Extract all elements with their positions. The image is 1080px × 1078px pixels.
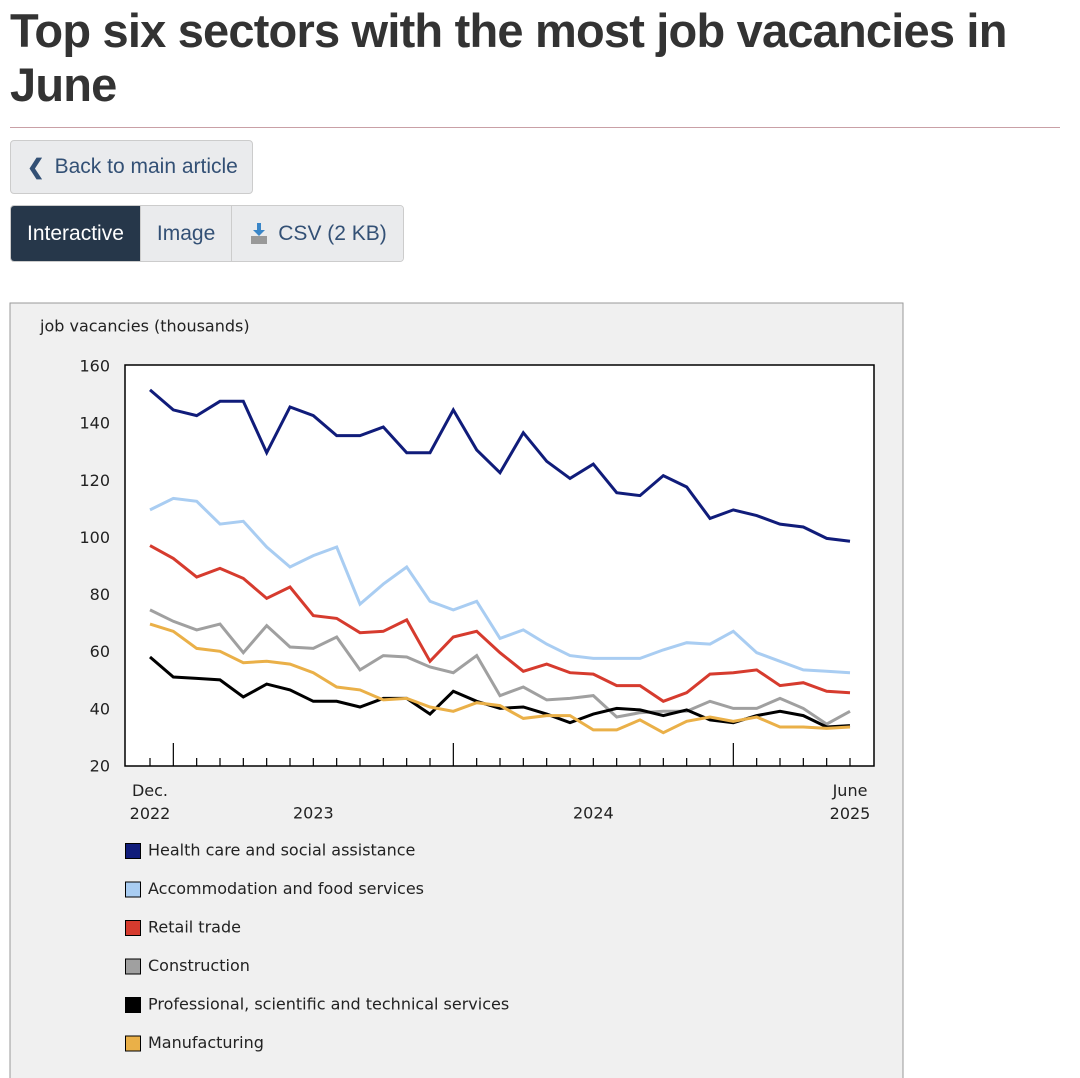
legend-swatch — [125, 881, 141, 898]
x-tick-label: 2024 — [573, 804, 614, 823]
plot-area — [124, 364, 875, 767]
y-tick-label: 40 — [90, 699, 110, 718]
series-line — [149, 622, 851, 735]
legend-swatch — [125, 958, 141, 975]
y-tick-label: 100 — [79, 528, 110, 547]
x-tick-label: Dec. 2022 — [130, 781, 171, 823]
legend-label: Manufacturing — [148, 1033, 264, 1052]
legend-swatch — [125, 997, 141, 1013]
series-line — [149, 544, 851, 703]
y-tick-label: 80 — [90, 585, 110, 604]
title-rule — [10, 127, 1060, 128]
series-line — [149, 608, 851, 726]
back-label: Back to main article — [54, 155, 238, 178]
y-tick-label: 160 — [79, 357, 110, 376]
series-line — [149, 496, 851, 675]
legend-swatch — [125, 920, 141, 936]
tab[interactable]: Image — [139, 206, 232, 261]
series-line — [149, 388, 851, 543]
legend-label: Professional, scientific and technical s… — [148, 995, 509, 1014]
page-title: Top six sectors with the most job vacanc… — [10, 4, 1007, 111]
legend-label: Accommodation and food services — [148, 879, 424, 898]
y-tick-label: 140 — [79, 414, 110, 433]
tab[interactable]: Interactive — [11, 206, 140, 261]
x-tick-label: 2023 — [293, 804, 334, 823]
legend-label: Retail trade — [148, 918, 241, 937]
tab-label: CSV (2 KB) — [278, 221, 387, 245]
download-icon — [251, 222, 268, 244]
view-tabs: Interactive Image CSV (2 KB) — [10, 205, 404, 262]
y-tick-label: 60 — [90, 642, 110, 661]
legend-label: Health care and social assistance — [148, 841, 415, 860]
back-button[interactable]: ❮ Back to main article — [10, 140, 253, 194]
y-tick-label: 20 — [90, 757, 110, 776]
x-tick-label: June 2025 — [830, 781, 871, 823]
tab[interactable]: CSV (2 KB) — [231, 206, 403, 261]
legend-swatch — [125, 843, 141, 859]
legend-label: Construction — [148, 956, 250, 975]
legend-swatch — [125, 1035, 141, 1052]
y-tick-label: 120 — [79, 471, 110, 490]
y-axis-label: job vacancies (thousands) — [39, 317, 250, 336]
